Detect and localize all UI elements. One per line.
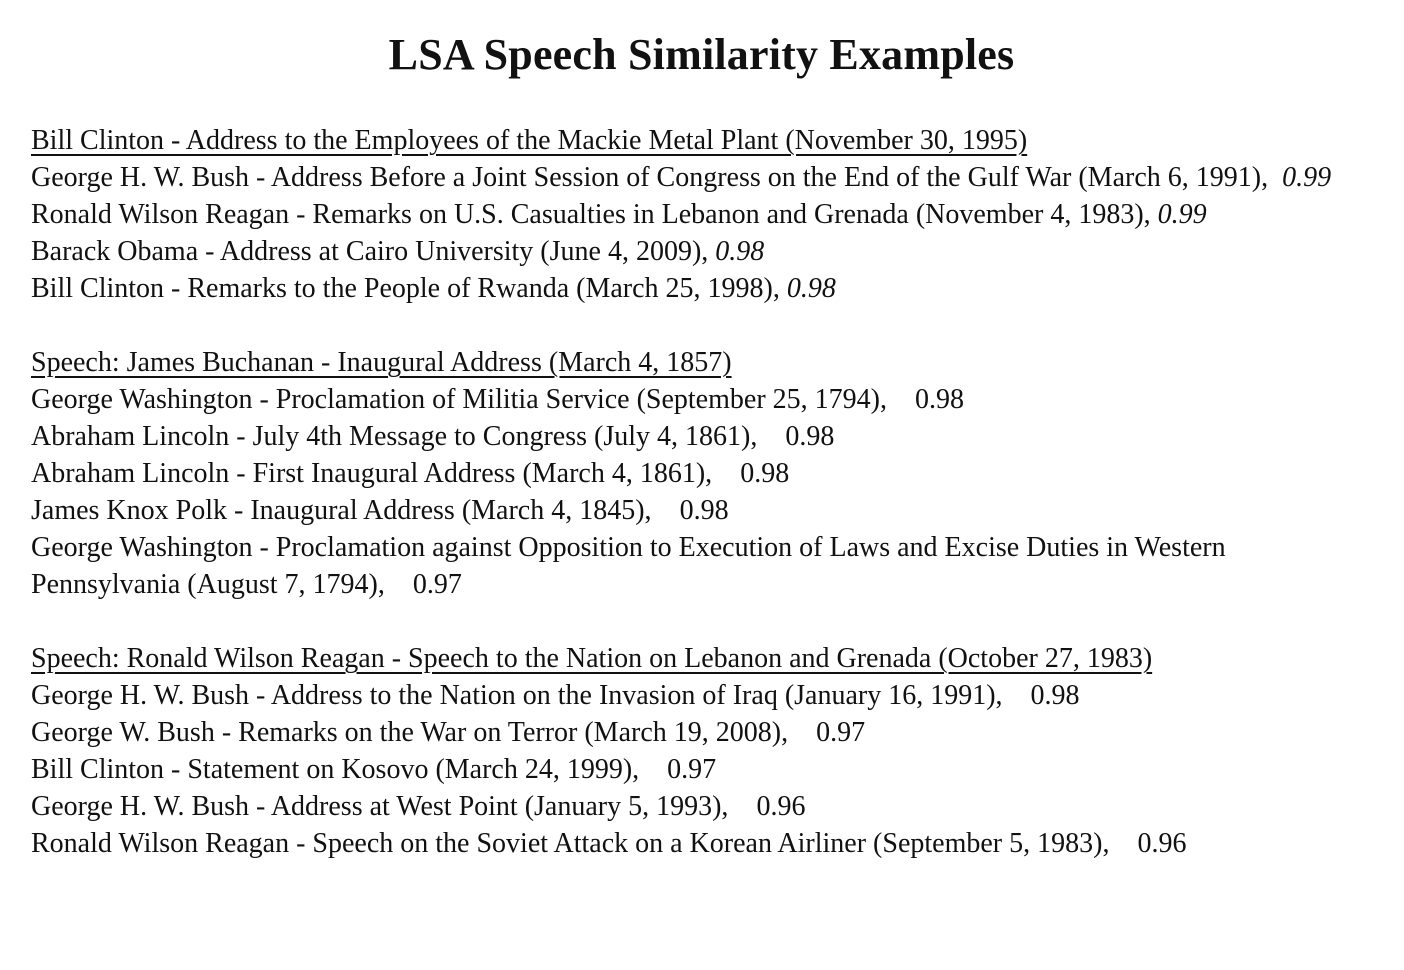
speech-title: Bill Clinton - Statement on Kosovo (Marc… bbox=[31, 754, 640, 785]
similarity-score: 0.99 bbox=[1157, 199, 1207, 230]
similarity-score: 0.99 bbox=[1282, 162, 1332, 193]
similarity-score: 0.98 bbox=[740, 458, 790, 489]
list-item: George H. W. Bush - Address at West Poin… bbox=[31, 788, 1372, 825]
speech-title: Barack Obama - Address at Cairo Universi… bbox=[31, 236, 709, 267]
speech-title: George H. W. Bush - Address at West Poin… bbox=[31, 791, 729, 822]
list-item: George Washington - Proclamation against… bbox=[31, 529, 1372, 603]
similarity-score: 0.98 bbox=[786, 273, 836, 304]
section-mackie-metal-plant: Bill Clinton - Address to the Employees … bbox=[31, 122, 1372, 307]
list-item: George H. W. Bush - Address Before a Joi… bbox=[31, 159, 1372, 196]
similarity-score: 0.98 bbox=[914, 384, 964, 415]
list-item: Abraham Lincoln - July 4th Message to Co… bbox=[31, 418, 1372, 455]
similarity-score: 0.98 bbox=[1030, 680, 1080, 711]
speech-title: George Washington - Proclamation of Mili… bbox=[31, 384, 887, 415]
list-item: Ronald Wilson Reagan - Remarks on U.S. C… bbox=[31, 196, 1372, 233]
similarity-score: 0.96 bbox=[1137, 828, 1187, 859]
list-item: George Washington - Proclamation of Mili… bbox=[31, 381, 1372, 418]
similarity-score: 0.98 bbox=[715, 236, 765, 267]
speech-title: Abraham Lincoln - First Inaugural Addres… bbox=[31, 458, 713, 489]
speech-title: James Knox Polk - Inaugural Address (Mar… bbox=[31, 495, 652, 526]
similarity-score: 0.97 bbox=[667, 754, 717, 785]
similarity-score: 0.96 bbox=[756, 791, 806, 822]
speech-title: Abraham Lincoln - July 4th Message to Co… bbox=[31, 421, 758, 452]
list-item: Bill Clinton - Remarks to the People of … bbox=[31, 270, 1372, 307]
list-item: George W. Bush - Remarks on the War on T… bbox=[31, 714, 1372, 751]
section-heading: Bill Clinton - Address to the Employees … bbox=[31, 125, 1028, 156]
section-reagan-lebanon-grenada: Speech: Ronald Wilson Reagan - Speech to… bbox=[31, 640, 1372, 862]
speech-title: George H. W. Bush - Address to the Natio… bbox=[31, 680, 1003, 711]
list-item: Abraham Lincoln - First Inaugural Addres… bbox=[31, 455, 1372, 492]
speech-title: Ronald Wilson Reagan - Remarks on U.S. C… bbox=[31, 199, 1151, 230]
list-item: Barack Obama - Address at Cairo Universi… bbox=[31, 233, 1372, 270]
similarity-score: 0.98 bbox=[679, 495, 729, 526]
speech-title: George H. W. Bush - Address Before a Joi… bbox=[31, 162, 1269, 193]
speech-title: Bill Clinton - Remarks to the People of … bbox=[31, 273, 780, 304]
speech-title: Ronald Wilson Reagan - Speech on the Sov… bbox=[31, 828, 1110, 859]
similarity-score: 0.97 bbox=[412, 569, 462, 600]
list-item: Bill Clinton - Statement on Kosovo (Marc… bbox=[31, 751, 1372, 788]
similarity-score: 0.97 bbox=[816, 717, 866, 748]
list-item: Ronald Wilson Reagan - Speech on the Sov… bbox=[31, 825, 1372, 862]
section-buchanan-inaugural: Speech: James Buchanan - Inaugural Addre… bbox=[31, 344, 1372, 603]
page-title: LSA Speech Similarity Examples bbox=[388, 30, 1015, 79]
speech-title: George W. Bush - Remarks on the War on T… bbox=[31, 717, 789, 748]
section-heading: Speech: James Buchanan - Inaugural Addre… bbox=[31, 347, 732, 378]
similarity-score: 0.98 bbox=[785, 421, 835, 452]
speech-title: George Washington - Proclamation against… bbox=[31, 532, 1226, 600]
list-item: George H. W. Bush - Address to the Natio… bbox=[31, 677, 1372, 714]
section-heading: Speech: Ronald Wilson Reagan - Speech to… bbox=[31, 643, 1153, 674]
list-item: James Knox Polk - Inaugural Address (Mar… bbox=[31, 492, 1372, 529]
